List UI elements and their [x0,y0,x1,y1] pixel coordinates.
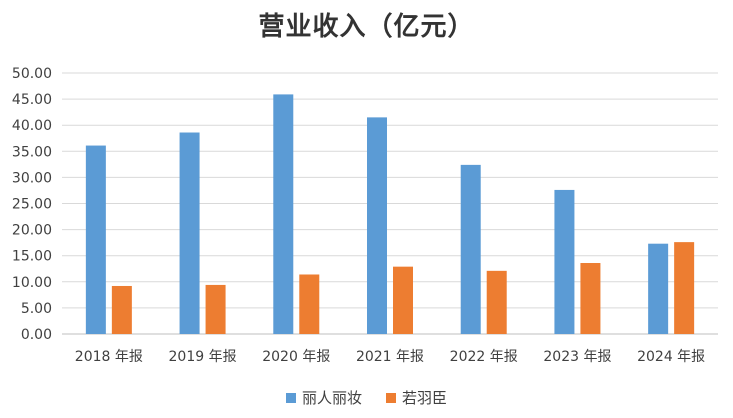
legend: 丽人丽妆 若羽臣 [0,387,733,408]
legend-label-series-1: 丽人丽妆 [301,389,362,407]
y-tick-label: 45.00 [12,92,52,108]
bar-series-2 [393,266,413,334]
legend-item-series-1: 丽人丽妆 [285,387,362,408]
bar-series-2 [205,284,226,334]
y-tick-label: 30.00 [12,170,52,186]
legend-swatch-series-1 [285,392,296,403]
y-tick-label: 15.00 [12,249,52,265]
bar-series-1 [367,117,387,335]
bar-series-2 [111,285,132,334]
legend-swatch-series-2 [386,392,396,403]
y-axis-ticks: 0.00 5.00 10.00 15.00 20.00 25.00 30.00 35.00 40… [12,66,52,343]
bar-series-2 [299,274,320,334]
x-tick-label: 2022 年报 [450,349,518,365]
x-tick-label: 2021 年报 [356,349,424,365]
x-tick-label: 2024 年报 [637,349,705,365]
chart-title: 营业收入（亿元） [258,12,475,42]
y-tick-label: 5.00 [21,301,52,317]
x-tick-label: 2020 年报 [262,349,330,365]
bar-series-1 [460,164,481,334]
bar-series-1 [85,145,106,334]
y-tick-label: 40.00 [12,118,52,134]
x-axis-ticks: 2018 年报 2019 年报 2020 年报 2021 年报 2022 年报 2023 … [75,349,705,365]
y-tick-label: 20.00 [12,223,52,239]
legend-item-series-2: 若羽臣 [386,387,447,408]
y-tick-label: 10.00 [12,275,52,291]
gridlines [62,72,718,335]
y-tick-label: 50.00 [12,66,52,82]
y-tick-label: 0.00 [21,327,52,343]
legend-label-series-2: 若羽臣 [402,389,448,407]
bar-series-1 [554,189,575,334]
bars [85,94,695,335]
y-tick-label: 35.00 [12,144,52,160]
bar-series-1 [179,132,200,334]
bar-series-1 [648,243,669,334]
y-tick-label: 25.00 [12,197,52,213]
x-tick-label: 2019 年报 [169,349,237,365]
bar-series-1 [273,94,294,334]
x-tick-label: 2018 年报 [75,349,143,365]
bar-series-2 [486,270,507,334]
bar-series-2 [674,242,695,334]
bar-series-2 [580,263,601,334]
x-tick-label: 2023 年报 [543,349,611,365]
